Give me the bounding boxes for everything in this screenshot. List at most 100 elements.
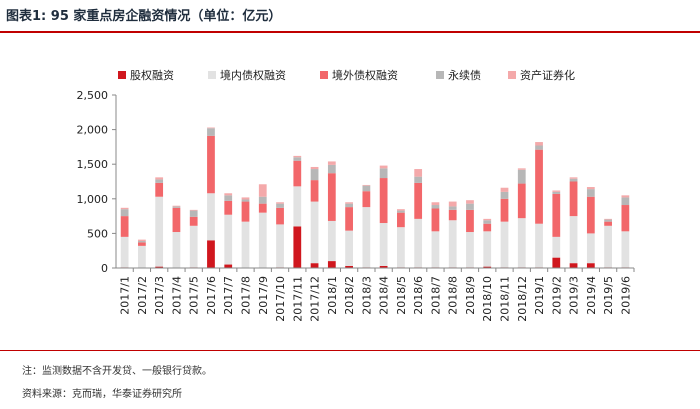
bar-segment xyxy=(431,231,440,268)
bar-segment xyxy=(535,149,543,224)
bar-segment xyxy=(586,189,595,197)
legend-swatch xyxy=(436,71,444,79)
bar-segment xyxy=(345,207,353,231)
bar-segment xyxy=(120,207,129,210)
bar-segment xyxy=(362,185,371,192)
bar-segment xyxy=(483,223,492,232)
bar-segment xyxy=(138,242,146,246)
bar-segment xyxy=(621,231,630,268)
bar-segment xyxy=(379,168,388,179)
x-tick-label: 2018/9 xyxy=(464,276,477,315)
x-tick-label: 2017/8 xyxy=(240,276,253,315)
bar-segment xyxy=(258,184,267,197)
bar-segment xyxy=(431,202,440,206)
x-tick-label: 2019/6 xyxy=(619,276,632,315)
bar-segment xyxy=(397,209,405,211)
bar-segment xyxy=(569,178,578,182)
bar-segment xyxy=(586,187,595,190)
bar-segment xyxy=(293,155,302,158)
x-tick-label: 2018/5 xyxy=(395,276,408,315)
bar-segment xyxy=(189,210,198,217)
bar-segment xyxy=(466,203,474,210)
y-tick-label: 2,500 xyxy=(77,89,109,102)
bar-segment xyxy=(241,197,250,200)
bar-segment xyxy=(155,182,164,197)
x-tick-label: 2018/11 xyxy=(499,276,512,322)
bar-segment xyxy=(276,224,284,268)
x-tick-label: 2018/7 xyxy=(429,276,442,315)
bar-segment xyxy=(517,169,526,184)
bar-segment xyxy=(431,205,440,209)
bar-segment xyxy=(310,201,319,264)
bar-segment xyxy=(224,200,233,215)
bar-segment xyxy=(224,214,233,265)
bar-segment xyxy=(535,223,543,268)
y-tick-label: 1,500 xyxy=(77,158,109,171)
bar-segment xyxy=(483,266,492,268)
bar-segment xyxy=(448,209,457,221)
bar-segment xyxy=(362,207,371,268)
bar-segment xyxy=(569,181,578,217)
x-tick-label: 2018/4 xyxy=(378,276,391,315)
bar-segment xyxy=(172,205,181,207)
bar-segment xyxy=(517,168,526,170)
y-tick-label: 500 xyxy=(87,227,108,240)
bar-segment xyxy=(483,218,492,221)
x-tick-label: 2017/3 xyxy=(153,276,166,315)
bar-segment xyxy=(517,183,526,219)
bar-segment xyxy=(276,203,284,208)
bar-segment xyxy=(172,232,181,268)
axes: 0 500 1,000 1,500 2,000 2,500 2017/1 2017/2 2017… xyxy=(77,89,635,322)
bar-segment xyxy=(207,240,215,268)
bar-segment xyxy=(414,182,423,219)
bar-segment xyxy=(120,236,129,268)
bar-segment xyxy=(604,218,612,220)
bar-segment xyxy=(500,191,509,199)
bar-segment xyxy=(362,184,371,186)
x-tick-label: 2017/12 xyxy=(309,276,322,322)
bar-segment xyxy=(310,169,319,181)
x-tick-label: 2017/2 xyxy=(136,276,149,315)
bar-segment xyxy=(189,209,198,211)
bar-segment xyxy=(604,221,612,226)
x-tick-label: 2017/9 xyxy=(257,276,270,315)
bar-segment xyxy=(327,220,336,262)
legend-label: 永续债 xyxy=(448,68,481,82)
x-tick-label: 2019/1 xyxy=(533,276,546,315)
bar-segment xyxy=(138,241,146,243)
bar-segment xyxy=(569,263,578,268)
bar-segment xyxy=(552,257,561,268)
bar-segment xyxy=(500,187,509,192)
bar-segment xyxy=(224,195,233,201)
bar-segment xyxy=(552,190,561,192)
x-tick-label: 2018/2 xyxy=(343,276,356,315)
y-tick-label: 2,000 xyxy=(77,124,109,137)
x-tick-label: 2017/5 xyxy=(188,276,201,315)
x-tick-label: 2019/2 xyxy=(550,276,563,315)
y-tick-label: 1,000 xyxy=(77,193,109,206)
bar-segment xyxy=(379,265,388,268)
bar-segment xyxy=(517,218,526,268)
x-tick-label: 2018/6 xyxy=(412,276,425,315)
bar-segment xyxy=(552,236,561,258)
bar-segment xyxy=(258,196,267,204)
bar-segment xyxy=(431,208,440,232)
bar-segment xyxy=(586,196,595,234)
bar-segment xyxy=(189,216,198,226)
bar-segment xyxy=(448,206,457,210)
bar-segment xyxy=(500,198,509,222)
bar-segment xyxy=(120,209,129,217)
bar-segment xyxy=(345,202,353,204)
bar-segment xyxy=(155,266,164,268)
bar-segment xyxy=(345,230,353,266)
chart-title: 图表1: 95 家重点房企融资情况（单位：亿元） xyxy=(6,9,282,24)
bar-segment xyxy=(207,193,215,241)
x-tick-label: 2019/3 xyxy=(568,276,581,315)
bar-segment xyxy=(535,145,543,150)
stacked-bar-chart: 股权融资 境内债权融资 境外债权融资 永续债 资产证券化 0 500 1,000 1,500 2… xyxy=(77,68,635,322)
bar-segment xyxy=(466,209,474,233)
bar-segment xyxy=(224,193,233,196)
legend-label: 股权融资 xyxy=(130,69,174,82)
bar-segment xyxy=(189,225,198,268)
bar-segment xyxy=(172,207,181,233)
